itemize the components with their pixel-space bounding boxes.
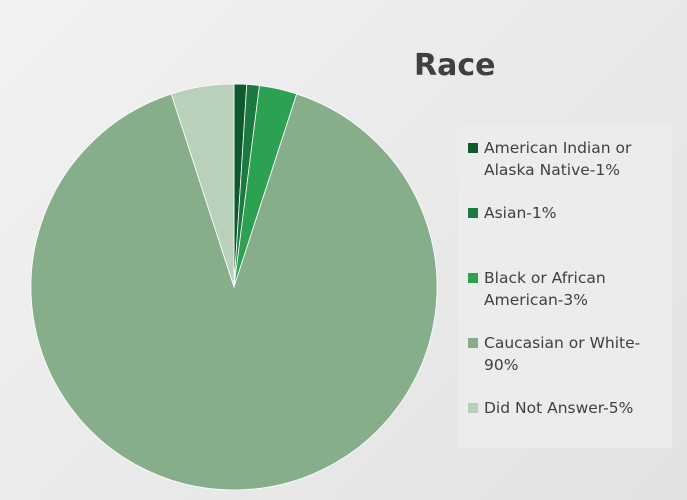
- legend-swatch: [468, 403, 478, 413]
- legend-swatch: [468, 338, 478, 348]
- legend-swatch: [468, 143, 478, 153]
- legend-label: American Indian or Alaska Native-1%: [484, 139, 632, 179]
- pie-slice: [170, 83, 235, 288]
- legend-entry: Black or African American-3%: [468, 267, 668, 311]
- legend: American Indian or Alaska Native-1% Asian…: [458, 125, 672, 448]
- legend-entry: Caucasian or White-90%: [468, 332, 668, 376]
- chart-title: Race: [414, 48, 496, 83]
- legend-label: Black or African American-3%: [484, 269, 606, 309]
- legend-label: Caucasian or White-90%: [484, 334, 641, 374]
- legend-swatch: [468, 273, 478, 283]
- legend-label: Did Not Answer-5%: [484, 399, 634, 417]
- legend-entry: Did Not Answer-5%: [468, 397, 668, 419]
- legend-label: Asian-1%: [484, 204, 557, 222]
- legend-swatch: [468, 208, 478, 218]
- pie-slice: [30, 93, 438, 491]
- legend-entry: American Indian or Alaska Native-1%: [468, 137, 668, 181]
- legend-entry: Asian-1%: [468, 202, 668, 224]
